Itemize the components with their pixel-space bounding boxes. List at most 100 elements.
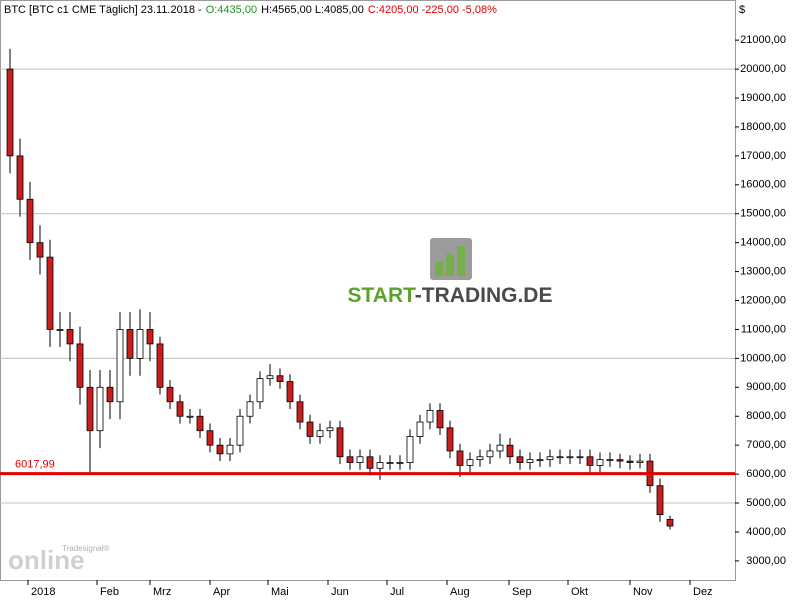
x-tick-label: Jun [331, 586, 349, 598]
candle-body [26, 198, 34, 244]
candle-body [506, 444, 514, 458]
candle-body [66, 329, 74, 345]
candle-body [166, 386, 174, 403]
candle-body [56, 329, 64, 331]
plot-frame [0, 0, 736, 581]
candle-body [466, 459, 474, 466]
candle-body [526, 459, 534, 463]
level-label-bg [10, 457, 58, 471]
candle-body [346, 456, 354, 463]
candle-body [136, 329, 144, 359]
y-tick-label: 11000,00 [741, 323, 786, 335]
candle-body [46, 256, 54, 330]
candle-body [176, 401, 184, 417]
candle-body [376, 462, 384, 469]
x-tick-label: Sep [512, 586, 532, 598]
y-tick-label: 16000,00 [740, 179, 786, 191]
chart-header: BTC [BTC c1 CME Täglich] 23.11.2018 - O:4… [4, 4, 497, 16]
y-tick-label: 3000,00 [746, 555, 786, 567]
candle-body [366, 456, 374, 469]
y-axis-unit: $ [739, 4, 745, 16]
watermark-icon [430, 238, 472, 280]
candle-body [316, 430, 324, 437]
candle-body [586, 456, 594, 466]
candle-body [336, 427, 344, 458]
candle-body [256, 378, 264, 403]
y-tick-label: 20000,00 [740, 63, 786, 75]
candle-body [406, 436, 414, 463]
header-part: H:4565,00 L:4085,00 [261, 4, 364, 16]
watermark-part: -TRADING.DE [415, 284, 553, 307]
y-tick-label: 13000,00 [740, 266, 786, 278]
candle-body [446, 427, 454, 452]
candle-body [126, 329, 134, 359]
x-tick-label: Okt [571, 586, 588, 598]
watermark: START-TRADING.DE [348, 284, 553, 307]
candle-body [396, 462, 404, 464]
x-tick-label: Mrz [153, 586, 171, 598]
candle-body [476, 456, 484, 461]
header-part: O:4435,00 [206, 4, 257, 16]
candle-body [606, 459, 614, 462]
candle-body [266, 375, 274, 380]
candle-body [496, 444, 504, 452]
x-tick-label: Jul [390, 586, 404, 598]
y-tick-label: 7000,00 [746, 439, 786, 451]
candle-body [436, 410, 444, 429]
candle-body [456, 450, 464, 466]
candle-body [656, 485, 664, 516]
candle-body [276, 375, 284, 382]
candle-body [76, 343, 84, 388]
level-label: 6017,99 [15, 458, 55, 470]
candle-body [86, 386, 94, 432]
candle-body [356, 456, 364, 463]
candle-body [116, 329, 124, 403]
candle-body [246, 401, 254, 417]
candle-body [556, 456, 564, 459]
candle-body [306, 421, 314, 437]
candle-body [616, 459, 624, 462]
candle-body [416, 421, 424, 437]
candle-body [386, 462, 394, 464]
header-part: C:4205,00 -225,00 -5,08% [368, 4, 497, 16]
y-tick-label: 6000,00 [746, 468, 786, 480]
candle-body [226, 444, 234, 455]
candle-body [516, 456, 524, 463]
candle-body [536, 459, 544, 462]
candle-body [326, 427, 334, 432]
candle-body [36, 242, 44, 258]
candle-body [566, 456, 574, 459]
y-tick-label: 10000,00 [740, 352, 786, 364]
candle-body [666, 518, 674, 527]
candle-body [636, 460, 644, 463]
candle-body [236, 415, 244, 446]
header-part: BTC [BTC c1 CME Täglich] 23.11.2018 - [4, 4, 202, 16]
candle-body [626, 460, 634, 463]
candle-body [216, 444, 224, 455]
candle-body [296, 401, 304, 423]
x-tick-label: Dez [693, 586, 713, 598]
candle-body [186, 415, 194, 418]
x-tick-label: Feb [100, 586, 119, 598]
y-tick-label: 5000,00 [746, 497, 786, 509]
y-tick-label: 19000,00 [740, 92, 786, 104]
candle-body [106, 386, 114, 403]
x-tick-label: 2018 [31, 586, 55, 598]
y-tick-label: 12000,00 [740, 294, 786, 306]
candle-body [486, 450, 494, 458]
y-tick-label: 21000,00 [740, 34, 786, 46]
candle-body [426, 410, 434, 423]
x-tick-label: Aug [450, 586, 470, 598]
watermark-part: START [348, 284, 417, 307]
y-tick-label: 17000,00 [740, 150, 786, 162]
y-tick-label: 15000,00 [740, 208, 786, 220]
logo-sub: Tradesignal® [62, 544, 110, 553]
x-tick-label: Apr [213, 586, 230, 598]
y-tick-label: 18000,00 [740, 121, 786, 133]
logo: online [8, 545, 85, 575]
y-tick-label: 9000,00 [746, 381, 786, 393]
candle-body [96, 386, 104, 432]
y-tick-label: 14000,00 [740, 237, 786, 249]
